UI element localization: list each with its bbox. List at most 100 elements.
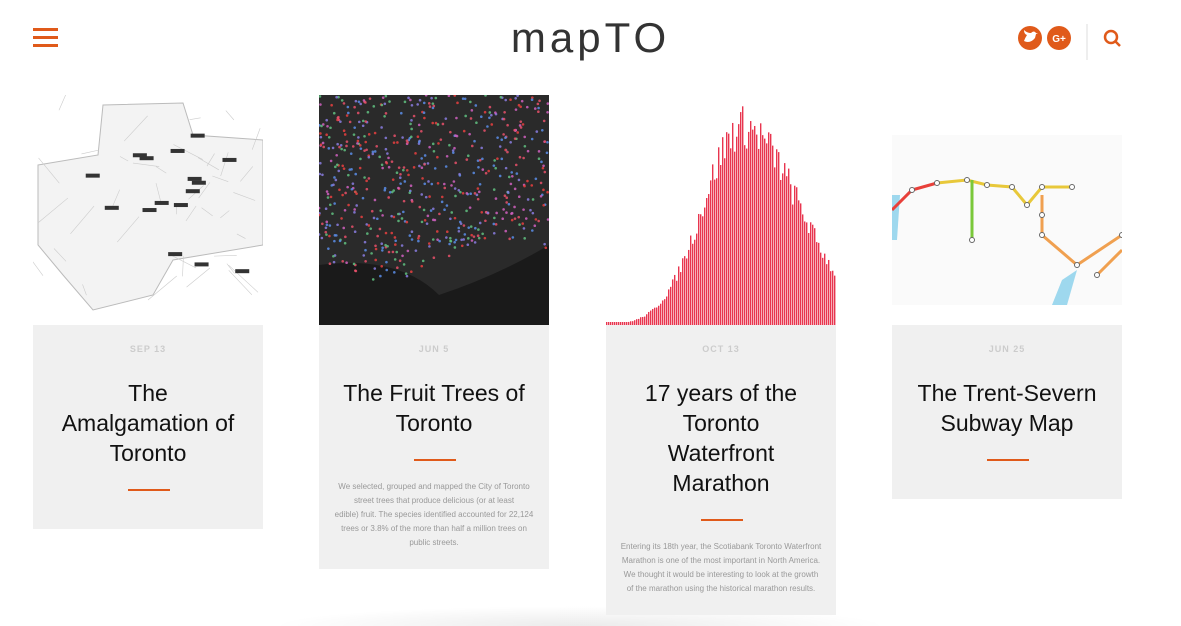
tree-dot	[329, 195, 333, 199]
tree-dot	[351, 225, 354, 228]
post-title: 17 years of the	[644, 380, 798, 406]
tree-dot	[333, 202, 336, 205]
tree-dot	[322, 145, 325, 149]
tree-dot	[465, 209, 468, 213]
post-date: OCT 13	[702, 344, 740, 354]
search-button[interactable]	[1103, 29, 1121, 47]
post-card[interactable]: JUN 25 The Trent-Severn Subway Map	[892, 0, 1122, 626]
tree-dot	[418, 205, 422, 209]
tree-dot	[407, 173, 410, 177]
tree-dot	[367, 177, 371, 180]
tree-dot	[340, 217, 343, 220]
tree-dot	[439, 138, 443, 141]
tree-dot	[484, 171, 488, 175]
tree-dot	[384, 160, 388, 164]
tree-dot	[337, 118, 341, 122]
tree-dot	[325, 233, 328, 236]
histogram-bar	[712, 164, 714, 325]
tree-dot	[363, 149, 366, 152]
tree-dot	[396, 266, 399, 270]
tree-dot	[364, 140, 368, 144]
tree-dot	[373, 131, 377, 135]
tree-dot	[516, 95, 519, 97]
histogram-bar	[652, 308, 654, 325]
tree-dot	[319, 95, 322, 98]
tree-dot	[414, 152, 417, 155]
tree-dot	[543, 170, 547, 174]
histogram-bar	[728, 133, 730, 325]
tree-dot	[423, 182, 427, 186]
post-box	[33, 325, 263, 529]
post-card[interactable]: OCT 13 17 years of the Toronto Waterfront Ma…	[606, 0, 836, 626]
tree-dot	[410, 270, 413, 274]
tree-dot	[517, 103, 521, 107]
map-border	[119, 156, 129, 162]
tree-dot	[417, 140, 421, 144]
tree-dot	[331, 146, 335, 150]
tree-dot	[399, 182, 402, 185]
tree-dot	[496, 136, 499, 139]
tree-dot	[355, 204, 358, 207]
tree-dot	[428, 195, 431, 198]
tree-dot	[374, 247, 378, 251]
tree-dot	[379, 274, 382, 278]
tree-dot	[546, 140, 549, 144]
tree-dot	[321, 173, 324, 177]
tree-dot	[409, 98, 412, 102]
map-border	[53, 248, 67, 262]
tree-dot	[504, 229, 508, 233]
histogram-bar	[824, 253, 826, 325]
post-card[interactable]: JUN 5 The Fruit Trees of Toronto We selecte…	[319, 0, 549, 626]
tree-dot	[408, 234, 412, 237]
post-card[interactable]: SEP 13 The Amalgamation of Toronto	[33, 0, 263, 626]
tree-dot	[507, 175, 511, 179]
tree-dot	[407, 96, 410, 100]
tree-dot	[405, 139, 409, 142]
tree-dot	[340, 147, 343, 151]
tree-dot	[523, 135, 527, 139]
tree-dot	[534, 177, 538, 181]
map-label	[235, 269, 250, 274]
tree-dot	[400, 217, 404, 220]
tree-dot	[383, 115, 386, 118]
tree-dot	[506, 190, 510, 194]
twitter-button[interactable]	[1018, 26, 1042, 50]
tree-dot	[356, 139, 360, 143]
tree-dot	[390, 231, 394, 235]
tree-dot	[459, 222, 463, 225]
tree-dot	[431, 106, 435, 110]
tree-dot	[530, 137, 534, 141]
google-plus-button[interactable]: G+	[1047, 26, 1071, 50]
tree-dot	[396, 141, 399, 144]
map-label	[222, 157, 237, 162]
tree-dot	[359, 102, 362, 106]
tree-dot	[486, 125, 489, 128]
tree-dot	[383, 102, 387, 106]
tree-dot	[348, 120, 352, 124]
tree-dot	[450, 184, 453, 187]
tree-dot	[343, 148, 346, 152]
tree-dot	[492, 231, 496, 235]
post-box	[606, 325, 836, 615]
post-image	[606, 106, 836, 325]
tree-dot	[354, 172, 358, 176]
map-label	[154, 200, 169, 205]
tree-dot	[330, 103, 333, 107]
tree-dot	[425, 222, 429, 225]
tree-dot	[353, 211, 356, 214]
tree-dot	[399, 111, 403, 115]
site-title[interactable]: mapTO	[510, 14, 671, 61]
tree-dot	[541, 166, 545, 170]
histogram-bar	[626, 322, 628, 325]
menu-button[interactable]	[33, 28, 59, 48]
histogram-bar	[810, 222, 812, 325]
tree-dot	[483, 129, 486, 132]
tree-dot	[399, 172, 402, 176]
post-title: Toronto	[395, 410, 473, 436]
histogram-bar	[738, 124, 740, 325]
post-image	[33, 95, 263, 311]
tree-dot	[542, 164, 545, 168]
tree-dot	[513, 187, 517, 191]
tree-dot	[327, 147, 331, 150]
lake	[319, 245, 549, 325]
